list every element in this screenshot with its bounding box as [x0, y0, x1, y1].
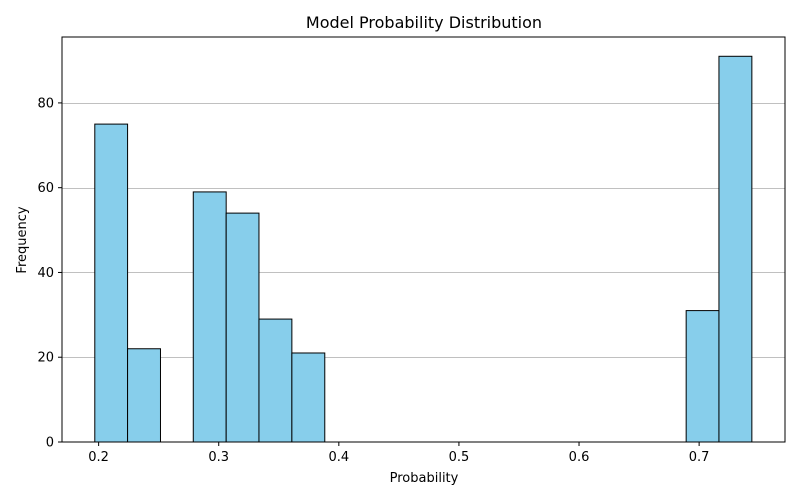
histogram-bar	[258, 318, 293, 443]
y-tick-label: 80	[37, 96, 54, 111]
x-tick-label: 0.2	[88, 450, 109, 465]
histogram-bar	[94, 123, 129, 443]
x-axis-label: Probability	[390, 471, 459, 486]
y-tick-label: 40	[37, 266, 54, 281]
chart-title: Model Probability Distribution	[306, 13, 542, 32]
x-tick-label: 0.3	[208, 450, 229, 465]
histogram-bar	[291, 352, 326, 443]
histogram-bar	[685, 310, 720, 443]
y-tick-label: 20	[37, 351, 54, 366]
histogram-bar	[127, 348, 161, 443]
x-axis-ticks: 0.2 0.3 0.4 0.5 0.6 0.7	[88, 442, 709, 465]
y-axis-ticks: 0 20 40 60 80	[37, 96, 62, 451]
x-tick-label: 0.4	[328, 450, 349, 465]
y-tick-label: 0	[46, 436, 54, 451]
x-tick-label: 0.7	[689, 450, 710, 465]
plot-frame	[61, 36, 786, 443]
histogram-bars	[94, 55, 753, 443]
y-axis-label: Frequency	[15, 206, 30, 273]
x-tick-label: 0.5	[449, 450, 470, 465]
histogram-bar	[225, 212, 260, 443]
y-tick-label: 60	[37, 181, 54, 196]
x-tick-label: 0.6	[569, 450, 590, 465]
histogram-bar	[718, 55, 753, 443]
histogram-bar	[192, 191, 227, 443]
grid-lines	[62, 103, 785, 358]
